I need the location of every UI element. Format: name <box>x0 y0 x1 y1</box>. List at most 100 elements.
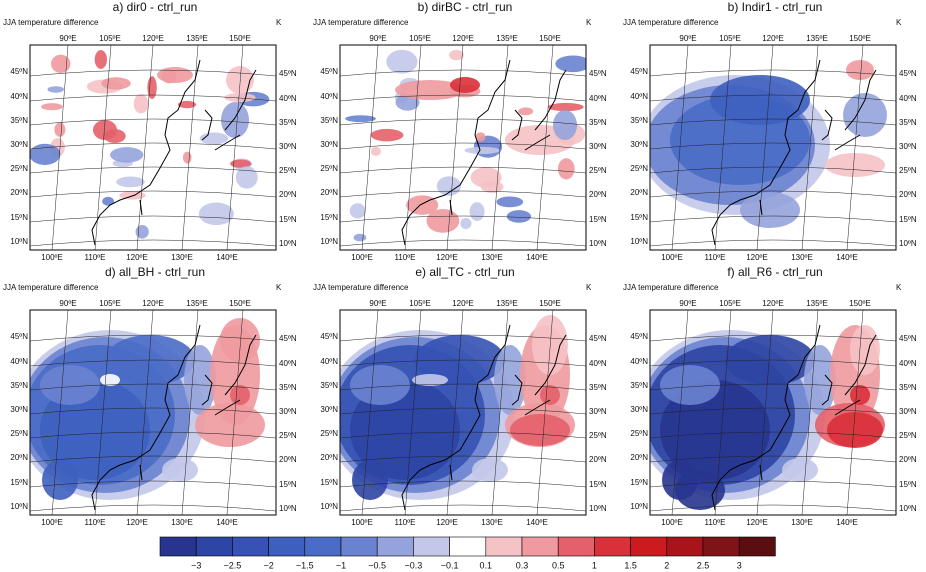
lon-label-top: 105ºE <box>409 34 431 43</box>
anomaly-region <box>540 385 560 405</box>
anomaly-region <box>846 60 874 80</box>
lat-label-right: 40ºN <box>899 94 917 103</box>
anomaly-region <box>782 458 818 482</box>
map-panel: f) all_R6 - ctrl_run JJA temperature diff… <box>623 265 917 527</box>
longitude-line <box>714 45 732 250</box>
colorbar-box <box>340 536 378 557</box>
longitude-line <box>94 310 112 515</box>
colorbar-label: −0.5 <box>368 560 386 570</box>
colorbar-box <box>702 536 740 557</box>
lon-label-bottom: 110ºE <box>84 518 105 527</box>
longitude-line <box>846 45 864 250</box>
lat-label-right: 30ºN <box>899 407 917 416</box>
lat-label-right: 30ºN <box>279 407 297 416</box>
latitude-line <box>340 383 586 391</box>
latitude-line <box>340 142 586 150</box>
latitude-line <box>340 239 586 247</box>
anomaly-region <box>825 153 885 177</box>
lat-label-left: 10ºN <box>320 237 338 246</box>
lat-label-left: 40ºN <box>630 357 648 366</box>
lat-label-right: 20ºN <box>589 455 607 464</box>
lat-label-left: 10ºN <box>10 237 28 246</box>
lat-label-left: 10ºN <box>10 502 28 511</box>
lat-label-right: 20ºN <box>899 190 917 199</box>
lon-label-top: 120ºE <box>142 299 164 308</box>
lon-label-bottom: 140ºE <box>836 253 858 262</box>
lon-label-top: 120ºE <box>762 34 784 43</box>
lon-label-top: 120ºE <box>452 34 474 43</box>
lat-label-left: 45ºN <box>10 332 28 341</box>
lat-label-right: 25ºN <box>279 431 297 440</box>
lat-label-right: 45ºN <box>589 69 607 78</box>
lat-label-left: 40ºN <box>10 357 28 366</box>
map-frame <box>649 309 897 516</box>
panel-unit: K <box>896 18 902 27</box>
anomaly-region <box>475 132 486 142</box>
latitude-line <box>30 118 276 126</box>
lat-label-left: 45ºN <box>630 332 648 341</box>
lat-label-right: 30ºN <box>279 142 297 151</box>
lat-label-right: 40ºN <box>589 359 607 368</box>
lon-label-bottom: 100ºE <box>351 518 373 527</box>
latitude-line <box>30 407 276 415</box>
lon-label-bottom: 120ºE <box>126 253 148 262</box>
colorbar-box <box>195 536 233 557</box>
lat-label-right: 10ºN <box>279 239 297 248</box>
lon-label-top: 105ºE <box>719 34 741 43</box>
latitude-line <box>650 455 896 463</box>
lon-label-top: 105ºE <box>99 299 121 308</box>
anomaly-region <box>235 166 258 189</box>
latitude-line <box>650 239 896 247</box>
lat-label-right: 25ºN <box>589 431 607 440</box>
lat-label-left: 40ºN <box>320 357 338 366</box>
anomaly-region <box>353 233 367 242</box>
lat-label-right: 10ºN <box>589 239 607 248</box>
longitude-line <box>446 45 464 250</box>
panel-title: b) dirBC - ctrl_run <box>418 0 513 14</box>
anomaly-region <box>426 208 460 233</box>
anomaly-region <box>133 94 149 114</box>
colorbar-box <box>413 536 450 557</box>
lat-label-left: 40ºN <box>10 92 28 101</box>
anomaly-region <box>555 55 586 73</box>
panel-unit: K <box>276 283 282 292</box>
lat-label-right: 10ºN <box>899 239 917 248</box>
lat-label-left: 15ºN <box>630 213 648 222</box>
anomaly-region <box>100 374 120 386</box>
lon-label-top: 90ºE <box>59 299 76 308</box>
lon-label-top: 150ºE <box>229 34 251 43</box>
latitude-line <box>340 407 586 415</box>
latitude-line <box>340 504 586 512</box>
lat-label-left: 30ºN <box>10 405 28 414</box>
anomaly-region <box>102 196 115 206</box>
lat-label-right: 20ºN <box>589 190 607 199</box>
lat-label-left: 20ºN <box>320 188 338 197</box>
lon-label-bottom: 100ºE <box>661 253 683 262</box>
lat-label-right: 10ºN <box>589 504 607 513</box>
anomaly-region <box>412 374 448 386</box>
map-frame <box>339 44 587 251</box>
lon-label-bottom: 140ºE <box>526 253 548 262</box>
lon-label-top: 150ºE <box>849 299 871 308</box>
lon-label-top: 120ºE <box>452 299 474 308</box>
lat-label-left: 30ºN <box>10 140 28 149</box>
anomaly-region <box>42 460 78 500</box>
lat-label-left: 45ºN <box>320 332 338 341</box>
anomaly-region <box>827 412 883 448</box>
latitude-line <box>30 383 276 391</box>
anomaly-region <box>547 102 584 112</box>
colorbar-box <box>630 536 668 557</box>
anomaly-region <box>220 318 260 362</box>
anomaly-region <box>40 365 100 405</box>
lat-label-right: 30ºN <box>589 407 607 416</box>
colorbar-label: −2.5 <box>224 560 242 570</box>
anomaly-region <box>352 460 388 500</box>
panel-title: d) all_BH - ctrl_run <box>105 265 205 279</box>
latitude-line <box>30 480 276 488</box>
anomaly-region <box>850 385 870 405</box>
anomaly-region <box>557 158 575 180</box>
lat-label-right: 15ºN <box>899 480 917 489</box>
lon-label-bottom: 130ºE <box>481 253 503 262</box>
coastline <box>711 59 877 246</box>
latitude-line <box>340 190 586 198</box>
